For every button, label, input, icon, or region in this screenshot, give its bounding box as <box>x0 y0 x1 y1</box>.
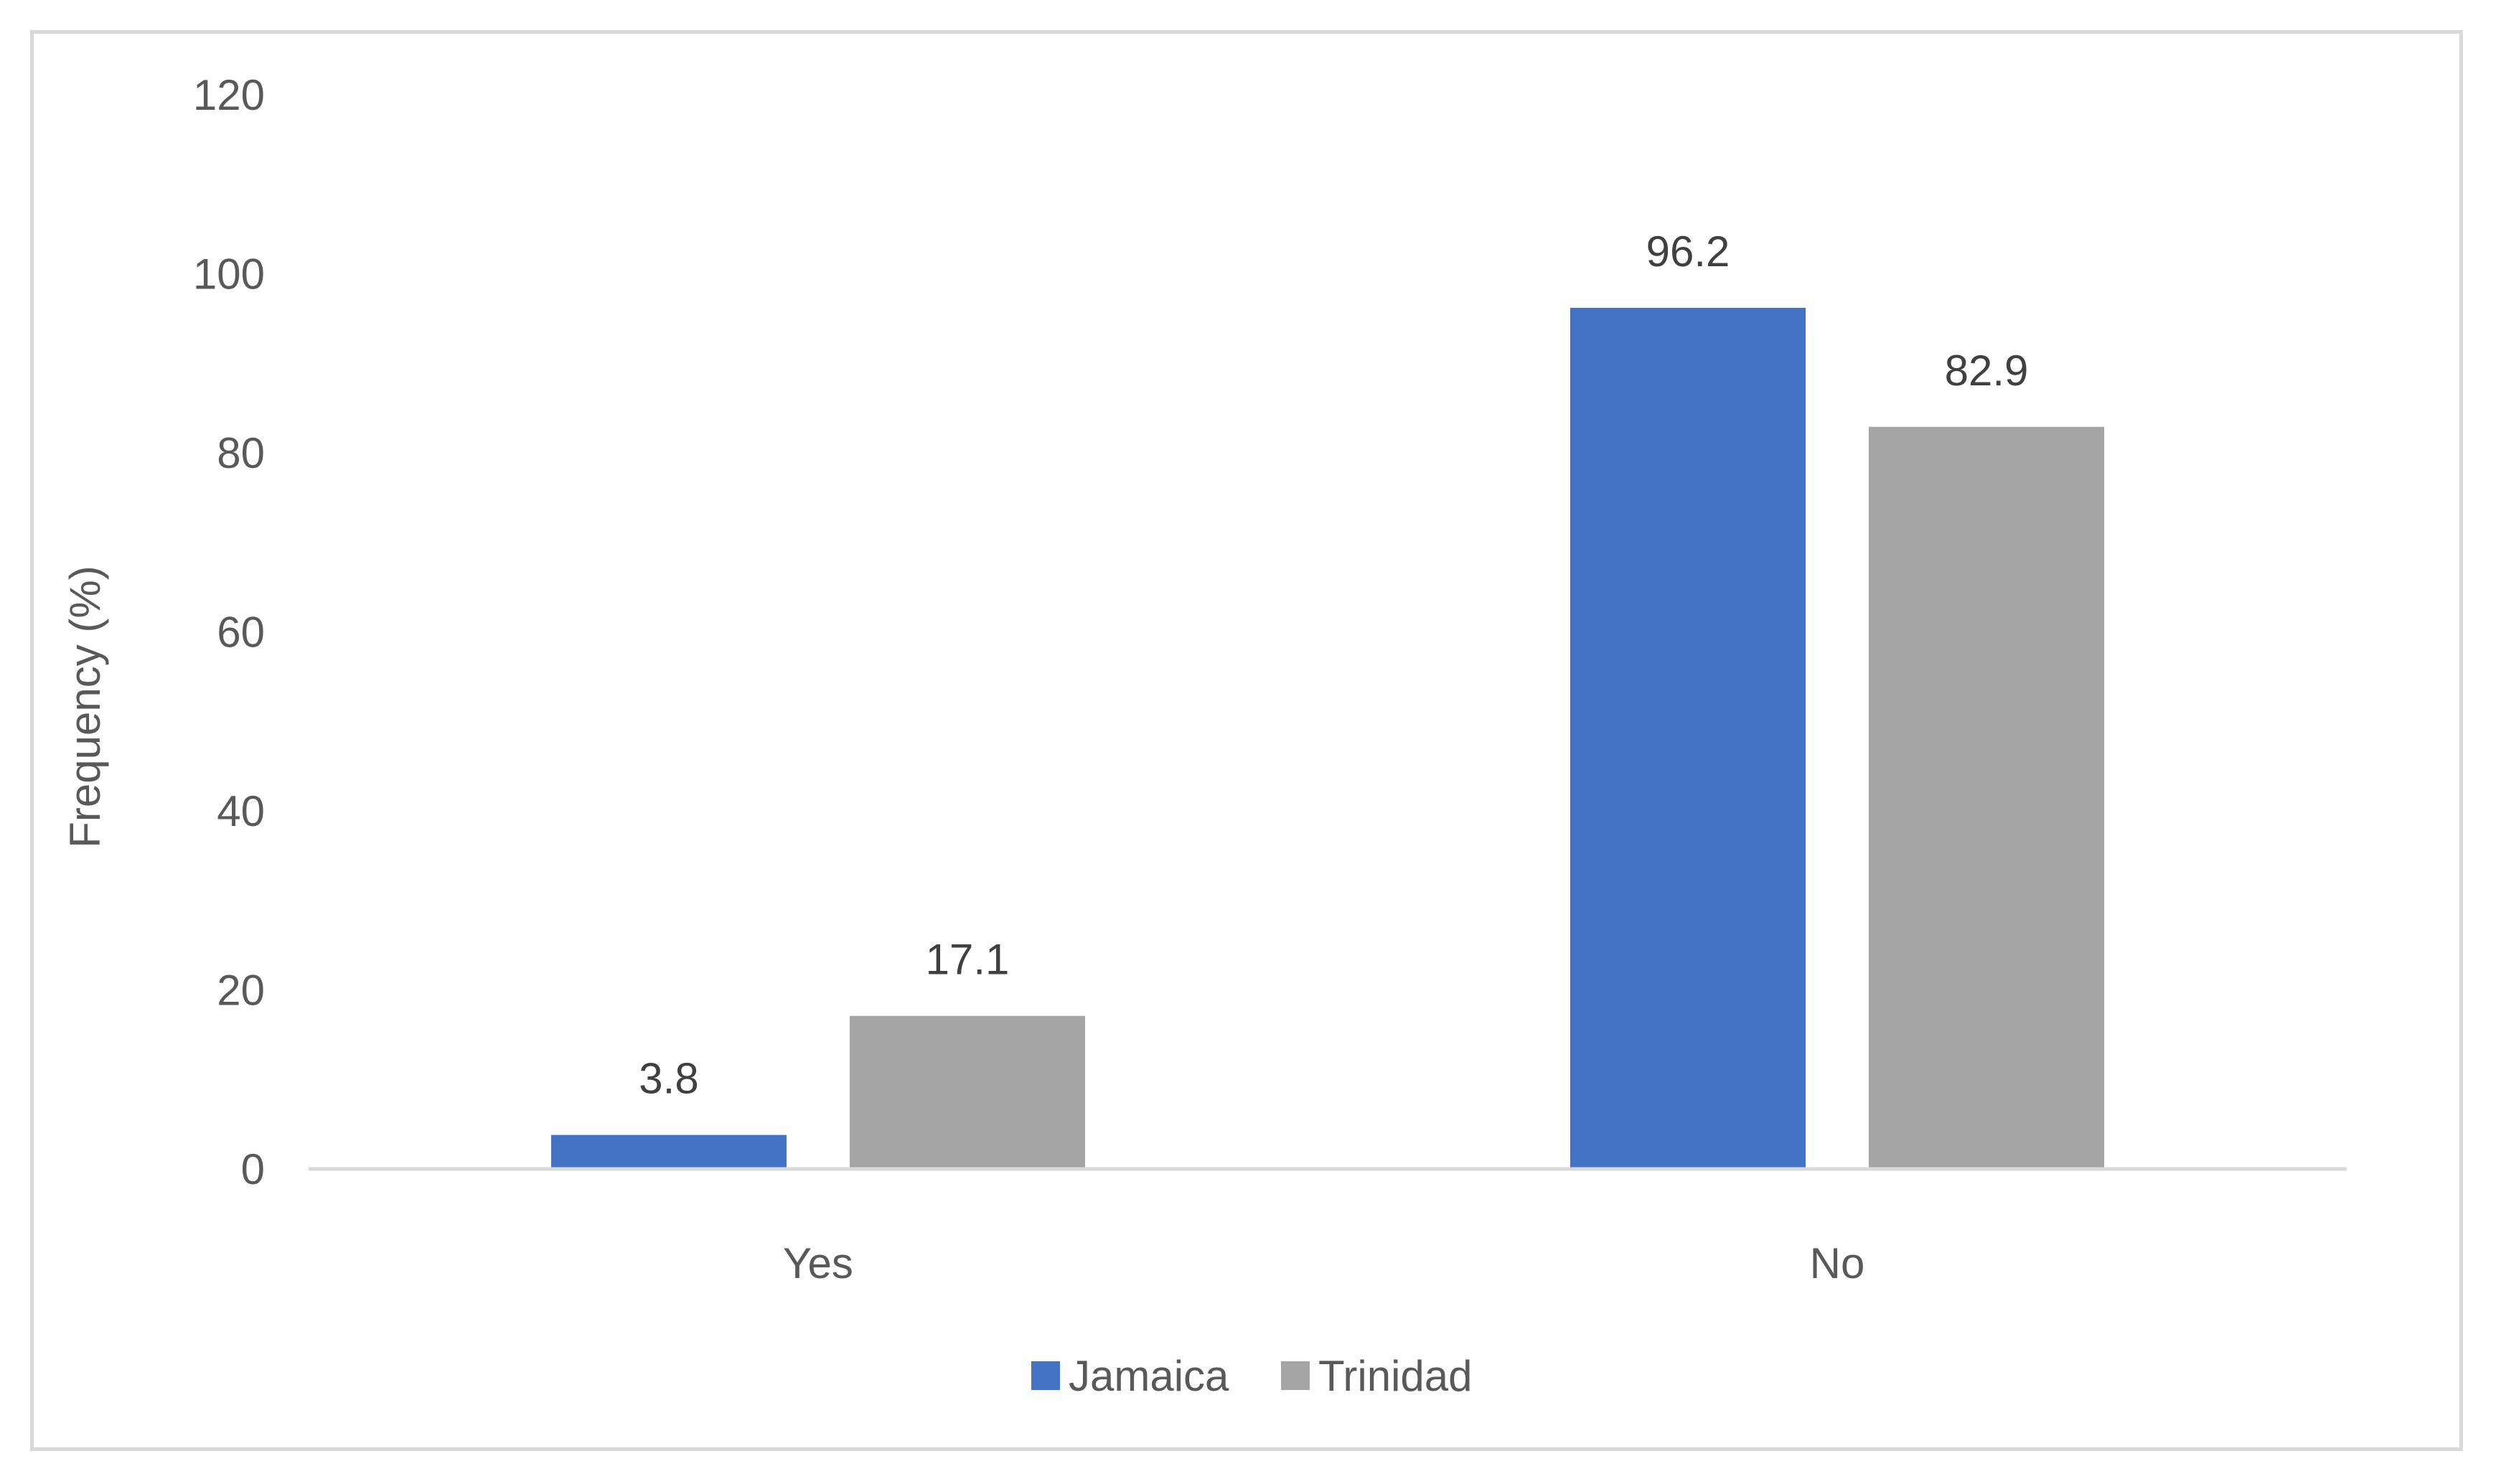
legend-label-jamaica: Jamaica <box>1069 1352 1229 1400</box>
legend: Jamaica Trinidad <box>1031 1352 1473 1400</box>
y-tick-label: 20 <box>217 967 265 1015</box>
legend-label-trinidad: Trinidad <box>1318 1352 1473 1400</box>
bar-jamaica-no <box>1570 307 1806 1169</box>
x-tick-label: Yes <box>783 1239 853 1287</box>
data-label: 17.1 <box>926 936 1010 984</box>
data-label: 96.2 <box>1646 227 1730 276</box>
y-axis-title: Frequency (%) <box>61 565 109 847</box>
y-tick-label: 0 <box>241 1145 265 1193</box>
bar-trinidad-yes <box>850 1015 1085 1169</box>
data-label: 3.8 <box>639 1055 698 1103</box>
legend-swatch-trinidad <box>1281 1361 1310 1390</box>
legend-swatch-jamaica <box>1031 1361 1060 1390</box>
bar-jamaica-yes <box>551 1135 787 1169</box>
chart-frame: 0 20 40 60 80 100 120 Frequency (%) 3.8 17.1 96.… <box>30 30 2463 1451</box>
bar-chart: 0 20 40 60 80 100 120 Frequency (%) 3.8 17.1 96.… <box>61 71 2347 1400</box>
y-tick-label: 120 <box>193 71 265 119</box>
y-tick-label: 40 <box>217 787 265 835</box>
x-axis-tick-labels: Yes No <box>783 1239 1864 1287</box>
y-tick-label: 60 <box>217 609 265 657</box>
bars: 3.8 17.1 96.2 82.9 <box>551 227 2104 1169</box>
y-tick-label: 100 <box>193 250 265 299</box>
x-tick-label: No <box>1810 1239 1865 1287</box>
data-label: 82.9 <box>1945 347 2029 395</box>
y-axis-ticks: 0 20 40 60 80 100 120 <box>193 71 265 1193</box>
bar-trinidad-no <box>1869 426 2104 1169</box>
y-tick-label: 80 <box>217 429 265 477</box>
